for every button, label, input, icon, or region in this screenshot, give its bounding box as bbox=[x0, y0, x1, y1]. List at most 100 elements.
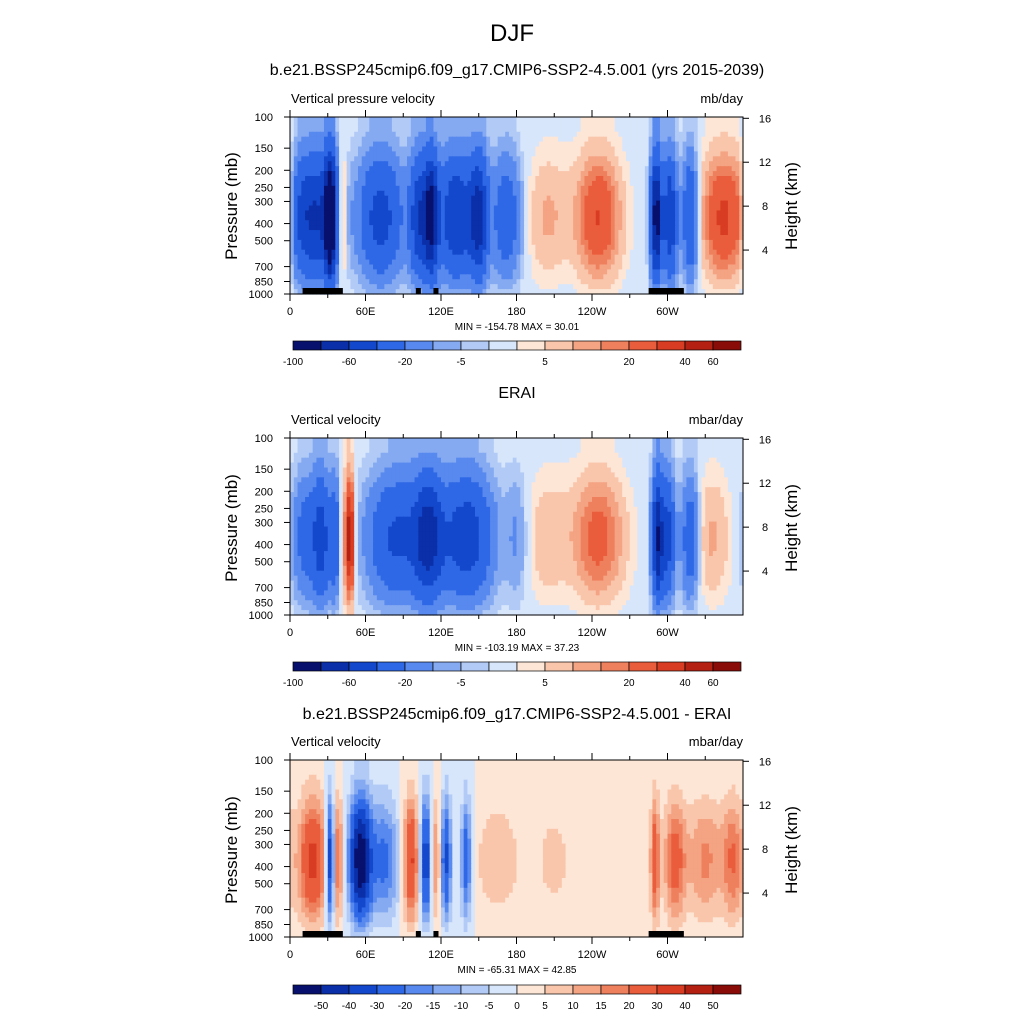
heatmap-cell bbox=[403, 171, 407, 177]
heatmap-cell bbox=[720, 250, 724, 256]
heatmap-cell bbox=[305, 132, 309, 138]
heatmap-cell bbox=[426, 137, 430, 143]
heatmap-cell bbox=[656, 215, 660, 221]
heatmap-cell bbox=[569, 453, 573, 459]
heatmap-cell bbox=[649, 127, 653, 133]
heatmap-cell bbox=[290, 151, 294, 157]
heatmap-cell bbox=[313, 171, 317, 177]
heatmap-cell bbox=[452, 132, 456, 138]
heatmap-cell bbox=[305, 161, 309, 167]
heatmap-cell bbox=[607, 235, 611, 241]
heatmap-cell bbox=[381, 245, 385, 251]
heatmap-cell bbox=[426, 448, 430, 454]
heatmap-cell bbox=[668, 127, 672, 133]
heatmap-cell bbox=[464, 122, 468, 128]
heatmap-cell bbox=[441, 186, 445, 192]
heatmap-cell bbox=[324, 142, 328, 148]
heatmap-cell bbox=[562, 225, 566, 231]
heatmap-cell bbox=[535, 225, 539, 231]
heatmap-cell bbox=[705, 230, 709, 236]
heatmap-cell bbox=[615, 156, 619, 162]
heatmap-cell bbox=[430, 225, 434, 231]
heatmap-cell bbox=[501, 191, 505, 197]
heatmap-cell bbox=[539, 438, 543, 444]
colorbar-box bbox=[349, 341, 377, 350]
heatmap-cell bbox=[486, 181, 490, 187]
heatmap-cell bbox=[539, 122, 543, 128]
heatmap-cell bbox=[668, 255, 672, 261]
heatmap-cell bbox=[464, 186, 468, 192]
heatmap-cell bbox=[445, 151, 449, 157]
heatmap-cell bbox=[611, 279, 615, 285]
heatmap-cell bbox=[735, 147, 739, 153]
heatmap-cell bbox=[524, 240, 528, 246]
heatmap-cell bbox=[690, 171, 694, 177]
heatmap-cell bbox=[369, 161, 373, 167]
heatmap-cell bbox=[588, 225, 592, 231]
heatmap-cell bbox=[509, 142, 513, 148]
heatmap-cell bbox=[596, 186, 600, 192]
heatmap-cell bbox=[573, 156, 577, 162]
heatmap-cell bbox=[562, 156, 566, 162]
heatmap-cell bbox=[679, 181, 683, 187]
heatmap-cell bbox=[600, 458, 604, 464]
heatmap-cell bbox=[377, 201, 381, 207]
heatmap-cell bbox=[517, 245, 521, 251]
heatmap-cell bbox=[709, 225, 713, 231]
heatmap-cell bbox=[539, 181, 543, 187]
heatmap-cell bbox=[668, 210, 672, 216]
heatmap-cell bbox=[441, 274, 445, 280]
heatmap-cell bbox=[490, 206, 494, 212]
heatmap-cell bbox=[399, 151, 403, 157]
heatmap-cell bbox=[377, 147, 381, 153]
heatmap-cell bbox=[509, 206, 513, 212]
heatmap-cell bbox=[377, 137, 381, 143]
heatmap-cell bbox=[392, 453, 396, 459]
heatmap-cell bbox=[550, 151, 554, 157]
heatmap-cell bbox=[449, 122, 453, 128]
heatmap-cell bbox=[486, 458, 490, 464]
heatmap-cell bbox=[615, 210, 619, 216]
heatmap-cell bbox=[430, 151, 434, 157]
heatmap-cell bbox=[607, 156, 611, 162]
heatmap-cell bbox=[577, 274, 581, 280]
heatmap-cell bbox=[686, 453, 690, 459]
heatmap-cell bbox=[550, 210, 554, 216]
heatmap-cell bbox=[332, 206, 336, 212]
heatmap-cell bbox=[509, 122, 513, 128]
heatmap-cell bbox=[566, 250, 570, 256]
heatmap-cell bbox=[520, 245, 524, 251]
heatmap-cell bbox=[528, 265, 532, 271]
heatmap-cell bbox=[584, 255, 588, 261]
heatmap-cell bbox=[668, 166, 672, 172]
heatmap-cell bbox=[388, 448, 392, 454]
heatmap-cell bbox=[430, 260, 434, 266]
heatmap-cell bbox=[354, 181, 358, 187]
heatmap-cell bbox=[569, 230, 573, 236]
heatmap-cell bbox=[517, 142, 521, 148]
heatmap-cell bbox=[671, 186, 675, 192]
heatmap-cell bbox=[532, 206, 536, 212]
heatmap-cell bbox=[362, 161, 366, 167]
heatmap-cell bbox=[305, 443, 309, 449]
heatmap-cell bbox=[366, 240, 370, 246]
heatmap-cell bbox=[316, 156, 320, 162]
heatmap-cell bbox=[426, 284, 430, 290]
heatmap-cell bbox=[441, 235, 445, 241]
heatmap-cell bbox=[347, 438, 351, 444]
heatmap-cell bbox=[528, 453, 532, 459]
heatmap-cell bbox=[316, 240, 320, 246]
heatmap-cell bbox=[607, 181, 611, 187]
heatmap-cell bbox=[441, 265, 445, 271]
heatmap-cell bbox=[354, 458, 358, 464]
heatmap-cell bbox=[433, 151, 437, 157]
heatmap-cell bbox=[437, 210, 441, 216]
heatmap-cell bbox=[498, 156, 502, 162]
heatmap-cell bbox=[705, 151, 709, 157]
heatmap-cell bbox=[456, 225, 460, 231]
heatmap-cell bbox=[717, 220, 721, 226]
heatmap-cell bbox=[407, 438, 411, 444]
heatmap-cell bbox=[603, 220, 607, 226]
heatmap-cell bbox=[415, 181, 419, 187]
heatmap-cell bbox=[316, 186, 320, 192]
